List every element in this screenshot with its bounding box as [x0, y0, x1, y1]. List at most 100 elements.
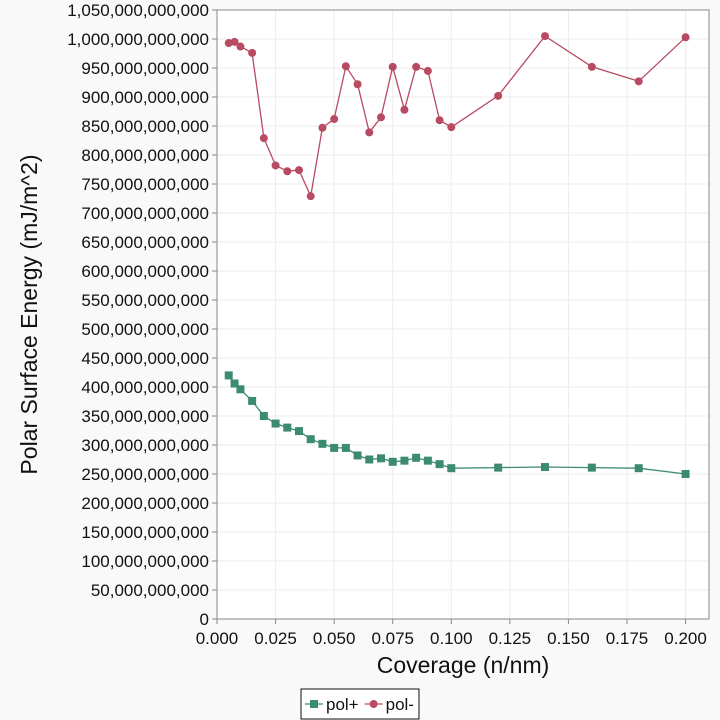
data-point — [283, 423, 292, 432]
data-point — [494, 463, 503, 472]
data-point — [365, 455, 374, 464]
data-point — [377, 113, 385, 122]
y-tick-label: 350,000,000,000 — [81, 407, 209, 426]
data-point — [541, 32, 549, 41]
data-point — [295, 166, 303, 175]
data-point — [423, 66, 432, 75]
data-point — [230, 37, 239, 46]
data-point — [634, 464, 643, 473]
data-point — [494, 91, 503, 100]
legend-swatch-marker — [369, 700, 378, 708]
plot-area — [217, 10, 709, 619]
y-tick-label: 1,050,000,000,000 — [67, 1, 209, 20]
y-tick-label: 900,000,000,000 — [81, 88, 209, 107]
data-point — [353, 80, 362, 89]
data-point — [230, 379, 239, 388]
data-point — [447, 464, 456, 473]
plot-background — [217, 10, 709, 619]
y-tick-label: 200,000,000,000 — [81, 494, 209, 513]
data-point — [587, 463, 596, 472]
x-tick-label: 0.125 — [489, 629, 532, 648]
data-point — [634, 77, 643, 86]
y-tick-label: 600,000,000,000 — [81, 262, 209, 281]
y-tick-label: 300,000,000,000 — [81, 436, 209, 455]
y-tick-label: 650,000,000,000 — [81, 233, 209, 252]
data-point — [681, 470, 690, 478]
x-tick-label: 0.025 — [254, 629, 297, 648]
data-point — [271, 161, 280, 170]
data-point — [435, 116, 444, 125]
y-tick-label: 1,000,000,000,000 — [67, 30, 209, 49]
data-point — [587, 62, 596, 71]
y-tick-label: 850,000,000,000 — [81, 117, 209, 136]
legend-item-pol+: pol+ — [305, 695, 359, 714]
data-point — [341, 443, 350, 452]
data-point — [318, 439, 327, 448]
y-tick-label: 50,000,000,000 — [91, 581, 209, 600]
data-point — [377, 454, 385, 463]
data-point — [681, 33, 690, 42]
plot-frame — [216, 9, 710, 620]
legend-swatch-marker — [310, 700, 318, 708]
series-layer — [224, 32, 690, 478]
data-point — [224, 371, 233, 380]
x-tick-label: 0.100 — [430, 629, 473, 648]
data-point — [259, 134, 268, 143]
series-pol- — [224, 32, 690, 201]
y-tick-label: 550,000,000,000 — [81, 291, 209, 310]
data-point — [388, 457, 397, 466]
x-tick-label: 0.050 — [313, 629, 356, 648]
x-tick-label: 0.175 — [606, 629, 649, 648]
y-tick-label: 750,000,000,000 — [81, 175, 209, 194]
legend-label: pol- — [386, 695, 414, 714]
y-tick-label: 150,000,000,000 — [81, 523, 209, 542]
legend: pol+ pol- — [300, 688, 420, 720]
y-tick-label: 700,000,000,000 — [81, 204, 209, 223]
data-point — [341, 62, 350, 71]
data-point — [412, 453, 421, 462]
axes: 0 50,000,000,000 100,000,000,000 150,000,00… — [16, 1, 710, 678]
data-point — [271, 419, 280, 428]
series-pol+ — [224, 371, 690, 478]
data-point — [330, 443, 339, 452]
y-tick-label: 400,000,000,000 — [81, 378, 209, 397]
y-tick-label: 800,000,000,000 — [81, 146, 209, 165]
x-tick-label: 0.150 — [547, 629, 590, 648]
data-point — [248, 48, 257, 57]
data-point — [306, 192, 315, 201]
data-point — [259, 412, 268, 420]
data-point — [306, 435, 315, 444]
x-axis-title: Coverage (n/nm) — [377, 652, 550, 678]
data-point — [400, 105, 409, 114]
data-point — [435, 460, 444, 469]
data-point — [412, 62, 421, 71]
legend-item-pol-: pol- — [364, 695, 414, 714]
series-line — [228, 35, 687, 199]
x-tick-label: 0.075 — [371, 629, 414, 648]
data-point — [318, 123, 327, 132]
y-tick-label: 100,000,000,000 — [81, 552, 209, 571]
data-point — [447, 123, 456, 132]
data-point — [353, 451, 362, 460]
data-point — [541, 463, 549, 472]
data-point — [423, 456, 432, 465]
y-axis-title: Polar Surface Energy (mJ/m^2) — [16, 154, 42, 474]
data-point — [236, 385, 245, 394]
data-point — [295, 427, 303, 436]
y-tick-label: 450,000,000,000 — [81, 349, 209, 368]
data-point — [365, 128, 374, 137]
y-tick-label: 250,000,000,000 — [81, 465, 209, 484]
y-tick-label: 500,000,000,000 — [81, 320, 209, 339]
data-point — [283, 167, 292, 176]
x-tick-label: 0.000 — [196, 629, 239, 648]
data-point — [330, 115, 339, 124]
legend-label: pol+ — [326, 695, 359, 714]
y-tick-label: 950,000,000,000 — [81, 59, 209, 78]
y-tick-label: 0 — [200, 610, 209, 629]
x-tick-label: 0.200 — [664, 629, 707, 648]
data-point — [400, 456, 409, 465]
data-point — [388, 62, 397, 71]
data-point — [248, 396, 257, 405]
